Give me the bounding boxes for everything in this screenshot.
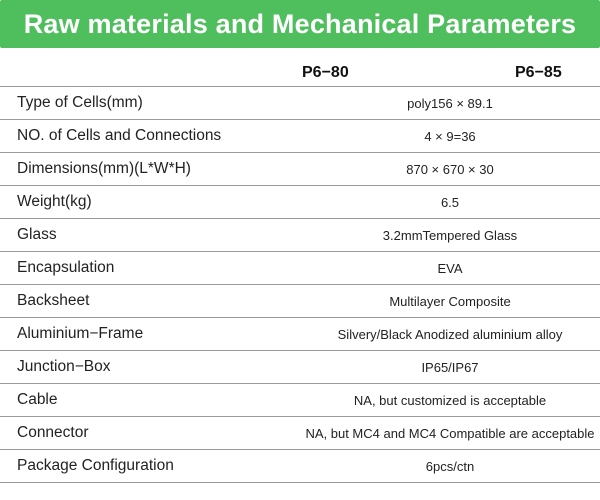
row-value: 870 × 670 × 30 (406, 161, 494, 177)
row-label: Glass (17, 226, 57, 243)
parameter-table: Type of Cells(mm) poly156 × 89.1 NO. of … (0, 86, 600, 483)
table-row: Type of Cells(mm) poly156 × 89.1 (0, 87, 600, 120)
table-row: Aluminium−Frame Silvery/Black Anodized a… (0, 318, 600, 351)
table-row: NO. of Cells and Connections 4 × 9=36 (0, 120, 600, 153)
row-label: Type of Cells(mm) (17, 94, 143, 111)
row-label: Cable (17, 391, 58, 408)
row-label: Weight(kg) (17, 193, 92, 210)
table-row: Glass 3.2mmTempered Glass (0, 219, 600, 252)
table-row: Junction−Box IP65/IP67 (0, 351, 600, 384)
column-header-p6-80: P6−80 (302, 64, 349, 81)
row-value: 6.5 (440, 194, 460, 210)
row-label: Backsheet (17, 292, 90, 309)
table-row: Backsheet Multilayer Composite (0, 285, 600, 318)
table-row: Connector NA, but MC4 and MC4 Compatible… (0, 417, 600, 450)
row-label: Aluminium−Frame (17, 325, 144, 342)
table-row: Dimensions(mm)(L*W*H) 870 × 670 × 30 (0, 153, 600, 186)
row-label: Connector (17, 424, 89, 441)
row-value: Silvery/Black Anodized aluminium alloy (337, 326, 563, 342)
row-value: 6pcs/ctn (425, 458, 475, 474)
title-banner: Raw materials and Mechanical Parameters (0, 0, 600, 48)
column-header-row: P6−80 P6−85 (0, 60, 600, 86)
row-label: Encapsulation (17, 259, 115, 276)
column-header-p6-85: P6−85 (515, 64, 562, 81)
row-value: NA, but customized is acceptable (353, 392, 547, 408)
row-value: 3.2mmTempered Glass (382, 227, 518, 243)
table-row: Package Configuration 6pcs/ctn (0, 450, 600, 483)
row-value: 4 × 9=36 (424, 128, 476, 144)
row-label: NO. of Cells and Connections (17, 127, 222, 144)
table-row: Cable NA, but customized is acceptable (0, 384, 600, 417)
row-label: Package Configuration (17, 457, 174, 474)
row-value: poly156 × 89.1 (407, 95, 493, 111)
table-row: Encapsulation EVA (0, 252, 600, 285)
row-value: IP65/IP67 (421, 359, 479, 375)
row-value: NA, but MC4 and MC4 Compatible are accep… (305, 425, 595, 441)
row-value: EVA (437, 260, 463, 276)
table-row: Weight(kg) 6.5 (0, 186, 600, 219)
row-value: Multilayer Composite (389, 293, 511, 309)
page-title: Raw materials and Mechanical Parameters (23, 8, 577, 39)
row-label: Junction−Box (17, 358, 111, 375)
row-label: Dimensions(mm)(L*W*H) (17, 160, 191, 177)
